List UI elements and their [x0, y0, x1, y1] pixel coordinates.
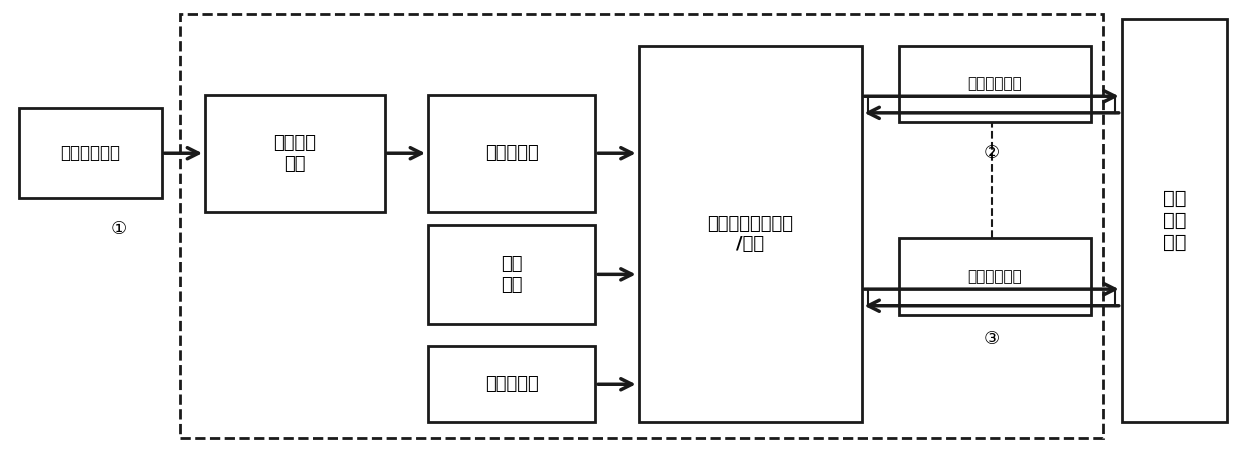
Bar [20, 108, 161, 198]
Text: 同步串行接口: 同步串行接口 [967, 269, 1022, 284]
Bar [205, 95, 384, 212]
Text: 中频处理解调芯片
/模块: 中频处理解调芯片 /模块 [707, 215, 794, 253]
Text: ②: ② [983, 144, 999, 162]
Text: ③: ③ [983, 330, 999, 348]
Bar [180, 14, 1104, 438]
Bar [1122, 18, 1226, 423]
Text: 振荡
电路: 振荡 电路 [501, 255, 522, 294]
Text: ①: ① [110, 220, 126, 238]
Bar [899, 45, 1091, 122]
Text: 晶体滤波器: 晶体滤波器 [485, 144, 538, 162]
Text: 中频放大
电路: 中频放大 电路 [273, 134, 316, 173]
Bar [639, 45, 862, 423]
Bar [428, 95, 595, 212]
Bar [899, 238, 1091, 315]
Bar [428, 346, 595, 423]
Text: 中频输入接口: 中频输入接口 [61, 144, 120, 162]
Bar [428, 225, 595, 324]
Text: 参考源电路: 参考源电路 [485, 375, 538, 393]
Text: 串行外围接口: 串行外围接口 [967, 76, 1022, 91]
Text: 数字
处理
电路: 数字 处理 电路 [1163, 189, 1185, 252]
